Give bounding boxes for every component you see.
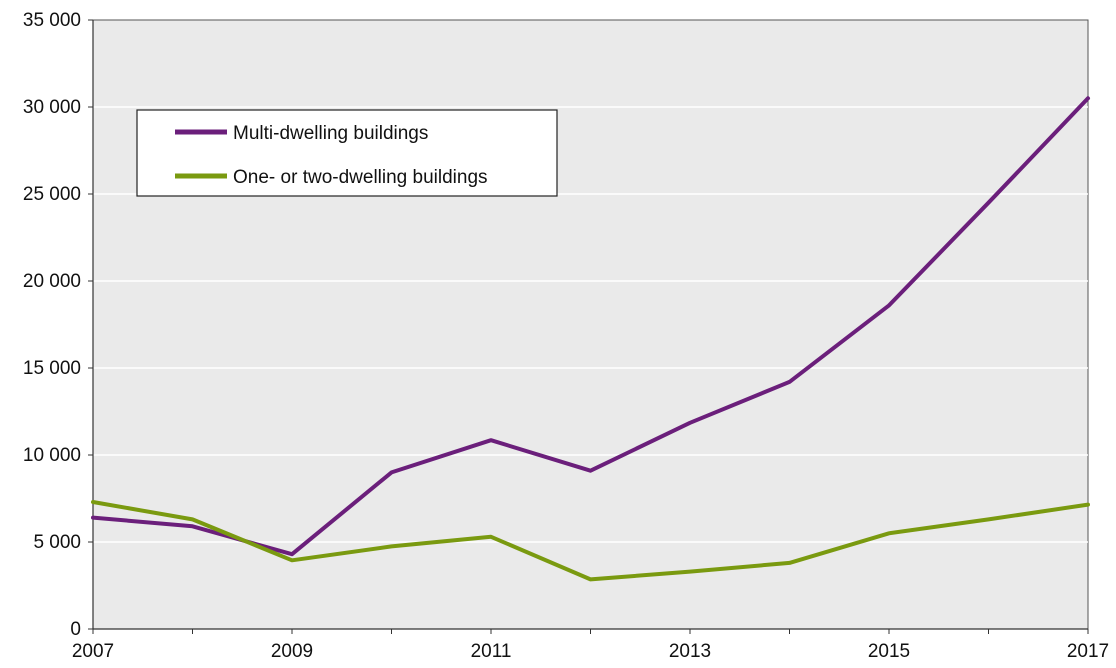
x-tick-label: 2009 bbox=[271, 641, 313, 662]
axes: 0 5 000 10 000 15 000 20 000 25 000 30 000 35 0… bbox=[23, 10, 1109, 662]
x-tick-label: 2007 bbox=[72, 641, 114, 662]
legend-box bbox=[136, 109, 558, 197]
series-line-one-or-two-dwelling bbox=[91, 500, 1090, 582]
series-lines bbox=[91, 96, 1090, 582]
y-tick-label: 10 000 bbox=[23, 445, 81, 466]
legend-label-one-or-two-dwelling: One- or two-dwelling buildings bbox=[233, 167, 488, 188]
legend: Multi-dwelling buildings One- or two-dwe… bbox=[136, 109, 558, 197]
y-tick-label: 0 bbox=[70, 619, 81, 640]
x-tick-label: 2011 bbox=[471, 641, 512, 662]
x-tick-label: 2015 bbox=[868, 641, 910, 662]
y-tick-label: 5 000 bbox=[33, 532, 81, 553]
y-tick-label: 15 000 bbox=[23, 358, 81, 379]
x-tick-label: 2013 bbox=[669, 641, 711, 662]
y-tick-label: 25 000 bbox=[23, 184, 81, 205]
y-tick-label: 20 000 bbox=[23, 271, 81, 292]
legend-label-multi-dwelling: Multi-dwelling buildings bbox=[233, 123, 428, 144]
x-tick-label: 2017 bbox=[1067, 641, 1109, 662]
y-tick-label: 35 000 bbox=[23, 10, 81, 31]
y-tick-label: 30 000 bbox=[23, 97, 81, 118]
